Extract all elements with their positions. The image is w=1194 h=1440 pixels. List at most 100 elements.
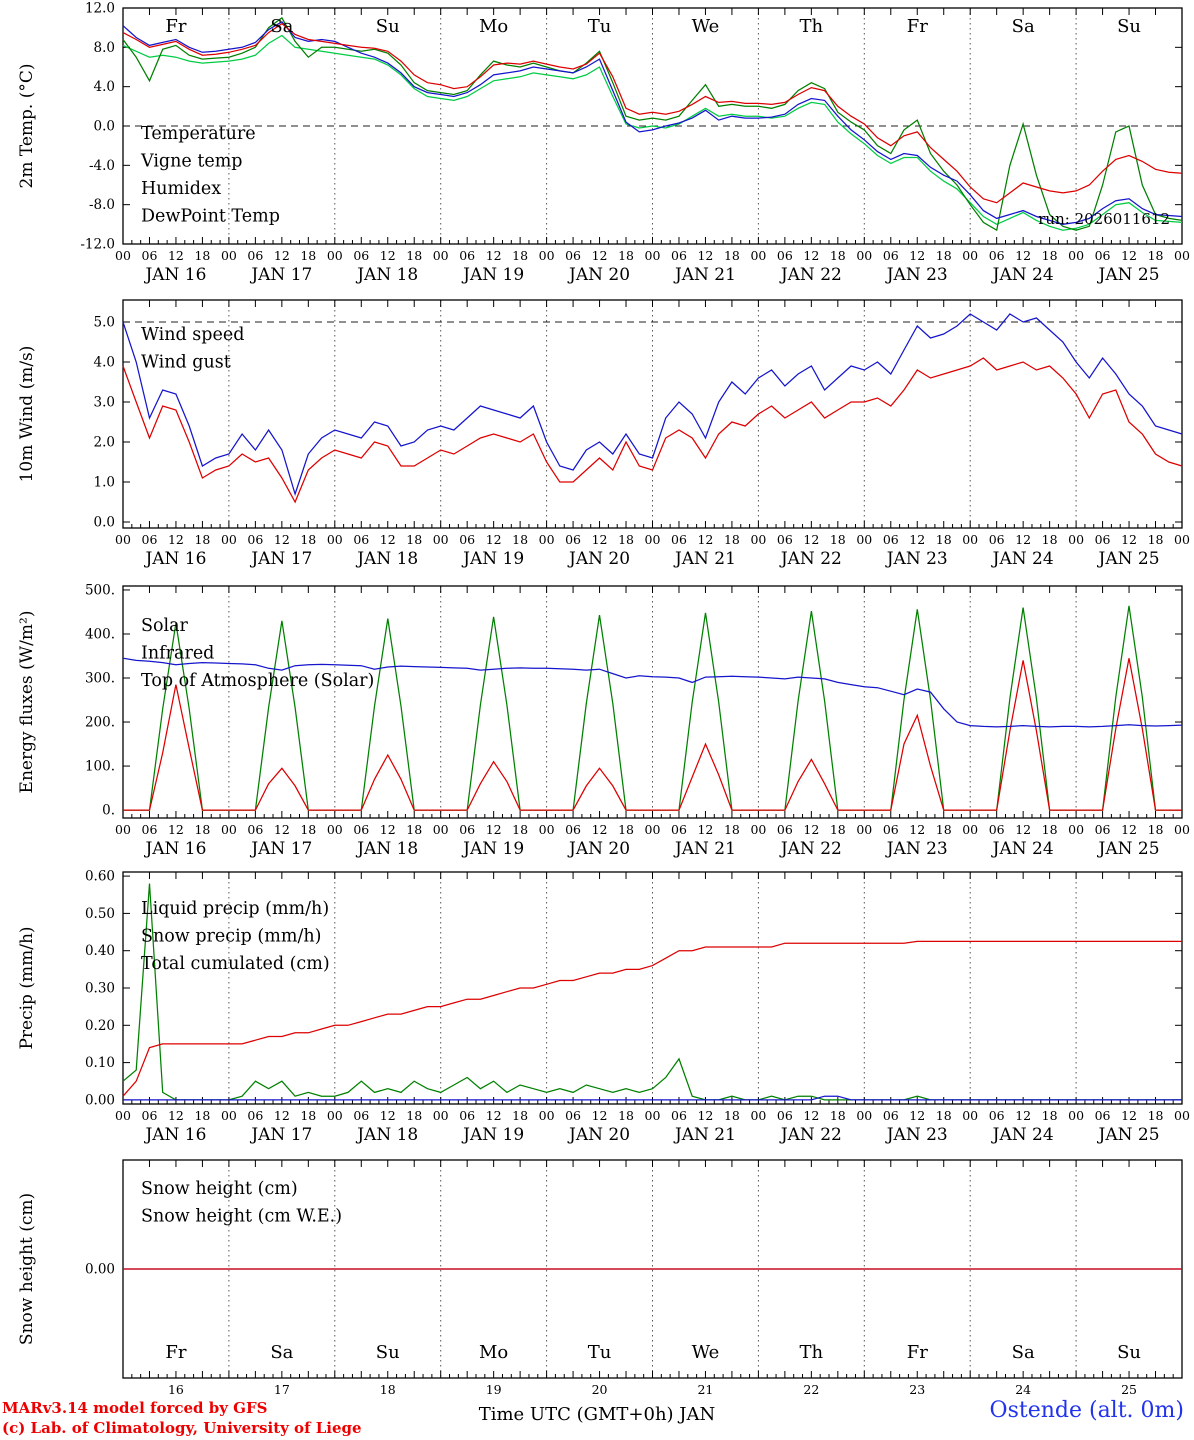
hour-tick-label: 18 [724,248,740,263]
hour-tick-label: 12 [1121,248,1137,263]
weekday-label: Th [800,16,824,37]
day-label: JAN 17 [249,1125,312,1145]
hour-tick-label: 00 [750,1108,766,1123]
hour-tick-label: 00 [327,248,343,263]
day-label: JAN 19 [461,265,524,285]
weekday-label: Fr [165,1342,186,1363]
hour-tick-label: 18 [512,532,528,547]
day-label: JAN 17 [249,549,312,569]
hour-tick-label: 00 [856,532,872,547]
hour-tick-label: 06 [777,822,793,837]
hour-tick-label: 18 [724,1108,740,1123]
hour-tick-label: 00 [433,1108,449,1123]
day-number-label: 23 [909,1382,925,1397]
hour-tick-label: 00 [645,1108,661,1123]
day-label: JAN 23 [885,265,948,285]
hour-tick-label: 06 [883,822,899,837]
hour-tick-label: 06 [247,822,263,837]
hour-tick-label: 12 [803,822,819,837]
day-label: JAN 16 [143,265,206,285]
day-label: JAN 17 [249,265,312,285]
hour-tick-label: 12 [1121,1108,1137,1123]
day-label: JAN 19 [461,1125,524,1145]
y-tick-label: 0.0 [94,515,115,531]
hour-tick-label: 06 [565,822,581,837]
y-tick-label: 0.30 [85,981,115,997]
hour-tick-label: 18 [406,248,422,263]
hour-tick-label: 00 [433,248,449,263]
y-tick-label: 200. [85,715,115,731]
hour-tick-label: 06 [565,1108,581,1123]
y-axis-title-snow: Snow height (cm) [17,1193,37,1345]
hour-tick-label: 00 [1068,822,1084,837]
legend-snow-height-cm-w-e: Snow height (cm W.E.) [141,1207,342,1227]
y-tick-label: 0.10 [85,1055,115,1071]
panel-energy: 500. 400. 300. 200. 100. 0. Solar Infrared Top o… [17,582,1190,859]
hour-tick-label: 12 [168,1108,184,1123]
hour-tick-label: 18 [194,248,210,263]
day-label: JAN 16 [143,549,206,569]
y-tick-label: 500. [85,582,115,598]
hour-tick-label: 18 [724,532,740,547]
hour-tick-label: 18 [406,822,422,837]
day-number-label: 16 [168,1382,184,1397]
hour-tick-label: 12 [380,1108,396,1123]
plot-frame [122,299,1183,529]
hour-tick-label: 00 [1174,1108,1190,1123]
y-tick-label: -8.0 [89,197,115,213]
hour-tick-label: 12 [592,1108,608,1123]
hour-tick-label: 06 [777,532,793,547]
hour-tick-label: 18 [1042,822,1058,837]
y-tick-label: 5.0 [94,315,115,331]
hour-tick-label: 12 [486,1108,502,1123]
y-tick-label: 12.0 [85,1,115,17]
day-number-label: 25 [1121,1382,1137,1397]
hour-tick-label: 18 [406,532,422,547]
weekday-label: Sa [1012,1342,1035,1363]
hour-tick-label: 06 [565,248,581,263]
hour-tick-label: 06 [142,532,158,547]
hour-tick-label: 06 [1095,532,1111,547]
day-label: JAN 25 [1097,839,1160,859]
day-label: JAN 25 [1097,549,1160,569]
hour-tick-label: 00 [433,532,449,547]
day-label: JAN 16 [143,839,206,859]
hour-tick-label: 12 [380,532,396,547]
day-label: JAN 18 [355,549,418,569]
weekday-label: Mo [479,16,508,37]
hour-tick-label: 00 [539,532,555,547]
series-temperature-line [122,22,1183,204]
hour-tick-label: 06 [459,1108,475,1123]
hour-tick-label: 18 [830,822,846,837]
hour-tick-label: 00 [115,822,131,837]
day-label: JAN 21 [673,1125,736,1145]
hour-tick-label: 12 [168,822,184,837]
series-humidex-line [122,20,1183,225]
hour-tick-label: 00 [750,532,766,547]
day-label: JAN 20 [567,839,630,859]
hour-tick-label: 12 [592,248,608,263]
hour-tick-label: 06 [989,822,1005,837]
hour-tick-label: 12 [909,822,925,837]
hour-tick-label: 18 [830,248,846,263]
hour-tick-label: 06 [671,822,687,837]
y-tick-label: 400. [85,626,115,642]
hour-tick-label: 18 [830,1108,846,1123]
hour-tick-label: 12 [803,1108,819,1123]
hour-tick-label: 18 [618,822,634,837]
hour-tick-label: 12 [909,248,925,263]
hour-tick-label: 12 [697,822,713,837]
hour-tick-label: 18 [300,822,316,837]
hour-tick-label: 00 [645,532,661,547]
hour-tick-label: 06 [777,1108,793,1123]
hour-tick-label: 12 [1015,822,1031,837]
run-label: run: 2026011612 [1038,210,1170,228]
hour-tick-label: 06 [671,532,687,547]
hour-tick-label: 00 [750,248,766,263]
plot-frame [122,585,1183,819]
hour-tick-label: 06 [989,248,1005,263]
hour-tick-label: 18 [1148,248,1164,263]
hour-tick-label: 00 [221,1108,237,1123]
hour-tick-label: 00 [221,532,237,547]
